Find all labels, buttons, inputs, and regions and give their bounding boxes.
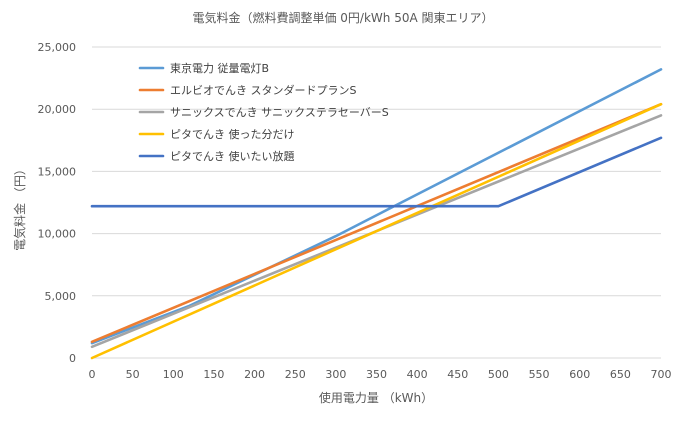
y-tick-label: 10,000 [38, 228, 77, 241]
y-tick-label: 5,000 [45, 290, 77, 303]
x-axis-title: 使用電力量 （kWh） [319, 390, 433, 405]
x-tick-label: 100 [163, 368, 184, 381]
legend-label-1: 東京電力 従量電灯B [170, 61, 269, 75]
legend-label-3: サニックスでんき サニックステラセーバーS [170, 106, 389, 119]
series-line-4 [90, 102, 663, 360]
legend-label-2: エルビオでんき スタンダードプランS [170, 83, 356, 97]
x-tick-label: 300 [325, 368, 346, 381]
x-tick-label: 500 [488, 368, 509, 381]
y-axis: 0 5,000 10,000 15,000 20,000 25,000 [38, 41, 77, 365]
x-tick-label: 400 [407, 368, 428, 381]
x-tick-label: 700 [651, 368, 672, 381]
legend-label-5: ピタでんき 使いたい放題 [170, 149, 295, 163]
x-tick-label: 250 [285, 368, 306, 381]
chart-title: 電気料金（燃料費調整単価 0円/kWh 50A 関東エリア） [192, 10, 493, 25]
series-lines [90, 68, 663, 360]
y-tick-label: 15,000 [38, 165, 77, 178]
y-tick-label: 0 [69, 352, 76, 365]
y-tick-label: 20,000 [38, 103, 77, 116]
y-tick-label: 25,000 [38, 41, 77, 54]
x-tick-label: 550 [529, 368, 550, 381]
x-tick-label: 150 [203, 368, 224, 381]
x-tick-label: 200 [244, 368, 265, 381]
x-tick-label: 600 [569, 368, 590, 381]
series-line-5 [90, 136, 663, 208]
x-tick-label: 650 [610, 368, 631, 381]
x-axis: 0 50 100 150 200 250 300 350 400 450 500 550 600 650 7… [89, 368, 672, 381]
legend-label-4: ピタでんき 使った分だけ [170, 128, 295, 141]
x-tick-label: 350 [366, 368, 387, 381]
series-line-2 [90, 102, 663, 344]
x-tick-label: 0 [89, 368, 96, 381]
legend: 東京電力 従量電灯B エルビオでんき スタンダードプランS サニックスでんき サニッ… [138, 61, 389, 163]
gridlines [92, 46, 661, 359]
x-tick-label: 50 [126, 368, 140, 381]
x-tick-label: 450 [447, 368, 468, 381]
y-axis-title: 電気料金 （円） [12, 163, 27, 251]
